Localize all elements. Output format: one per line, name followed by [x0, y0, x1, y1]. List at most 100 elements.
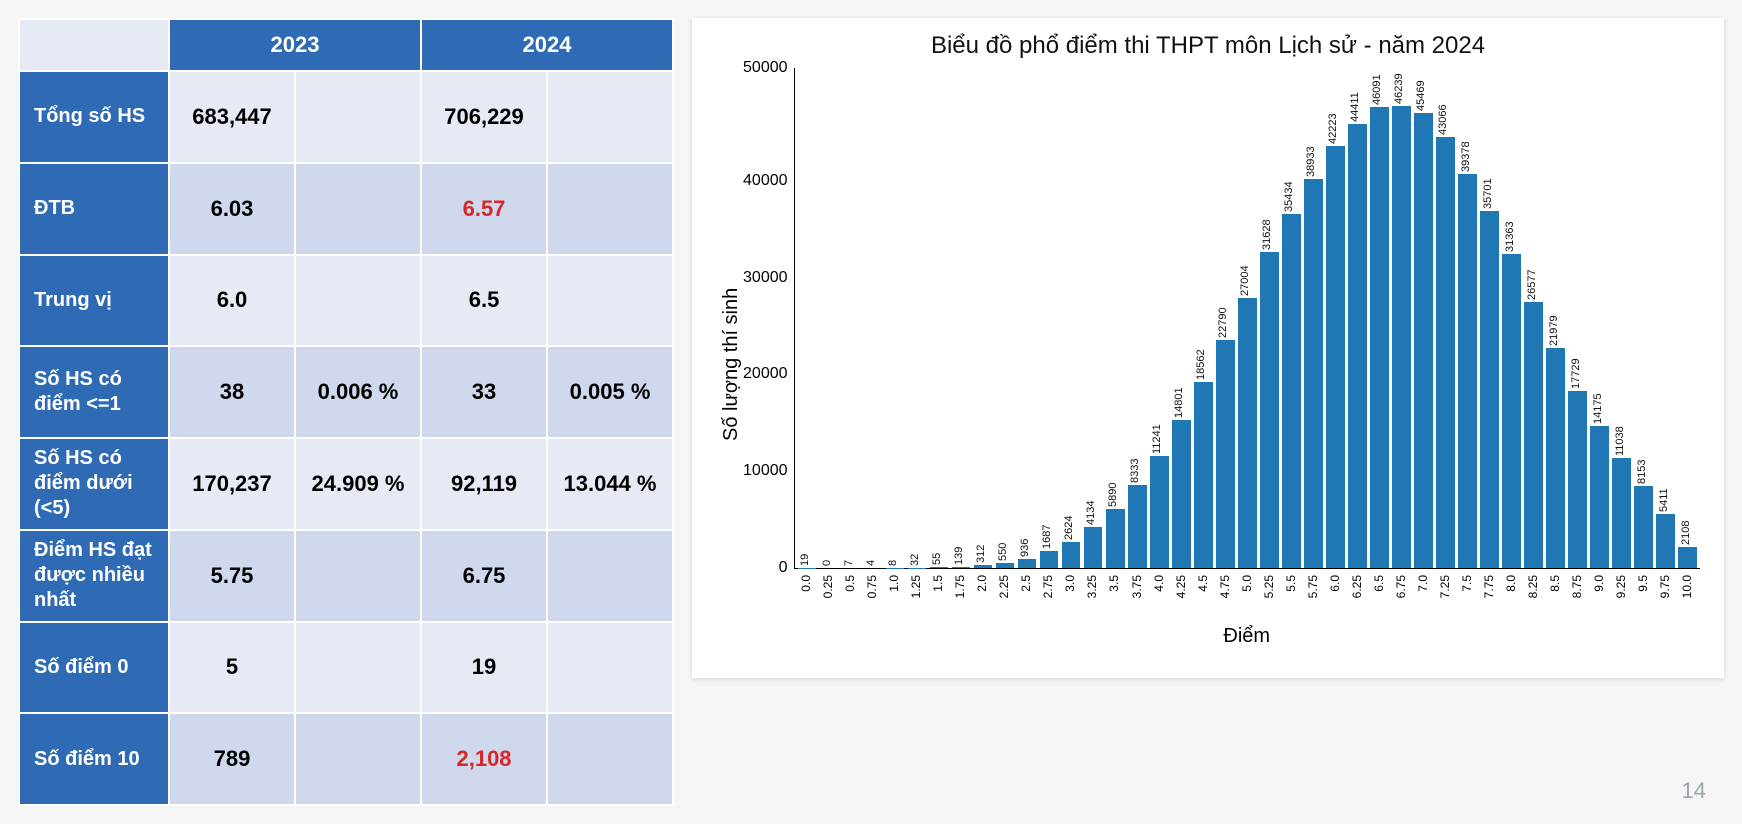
table-cell: 0.005 % — [547, 346, 673, 438]
table-cell — [295, 622, 421, 714]
bar-slot: 46239 — [1391, 68, 1412, 568]
table-row: Trung vị6.06.5 — [19, 255, 673, 347]
bar-value-label: 32 — [909, 553, 921, 565]
table-cell — [547, 255, 673, 347]
bar-value-label: 44411 — [1349, 92, 1361, 122]
bar-value-label: 2624 — [1063, 515, 1075, 539]
x-tick: 6.25 — [1350, 575, 1364, 598]
bar — [1414, 113, 1432, 568]
bar — [1062, 542, 1080, 568]
y-tick: 20000 — [743, 366, 788, 382]
bar-value-label: 312 — [975, 545, 987, 563]
x-tick: 3.75 — [1130, 575, 1144, 598]
table-cell: 6.57 — [421, 163, 547, 255]
x-tick: 4.25 — [1174, 575, 1188, 598]
bar — [1018, 559, 1036, 568]
bar-slot: 4134 — [1083, 68, 1104, 568]
x-tick: 6.5 — [1372, 575, 1386, 592]
row-label: Số điểm 0 — [19, 622, 169, 714]
bar — [1304, 179, 1322, 568]
bar — [1590, 426, 1608, 568]
bar-value-label: 2108 — [1680, 520, 1692, 544]
bar-value-label: 8153 — [1636, 460, 1648, 484]
x-tick: 2.25 — [997, 575, 1011, 598]
x-tick: 2.75 — [1041, 575, 1055, 598]
bar-value-label: 550 — [997, 542, 1009, 560]
bar-slot: 17729 — [1567, 68, 1588, 568]
bar-slot: 43066 — [1435, 68, 1456, 568]
table-cell: 706,229 — [421, 71, 547, 163]
bar-slot: 21979 — [1545, 68, 1566, 568]
table-row: Số HS có điểm <=1380.006 %330.005 % — [19, 346, 673, 438]
x-tick: 1.5 — [931, 575, 945, 592]
bar-value-label: 39378 — [1460, 142, 1472, 173]
row-label: Số điểm 10 — [19, 713, 169, 805]
table-cell: 5.75 — [169, 530, 295, 622]
table-cell: 38 — [169, 346, 295, 438]
bar-slot: 35434 — [1281, 68, 1302, 568]
x-tick: 5.75 — [1306, 575, 1320, 598]
x-tick: 6.75 — [1394, 575, 1408, 598]
row-label: Số HS có điểm dưới (<5) — [19, 438, 169, 530]
bar-value-label: 17729 — [1570, 358, 1582, 389]
bar-value-label: 7 — [843, 560, 855, 566]
bar — [1040, 551, 1058, 568]
stats-table: 2023 2024 Tổng số HS683,447706,229ĐTB6.0… — [18, 18, 674, 806]
table-cell: 19 — [421, 622, 547, 714]
x-tick: 0.5 — [843, 575, 857, 592]
bar-slot: 0 — [819, 68, 840, 568]
bar-slot: 42223 — [1325, 68, 1346, 568]
bar-value-label: 0 — [821, 560, 833, 566]
chart-title: Biểu đồ phổ điểm thi THPT môn Lịch sử - … — [716, 32, 1700, 60]
bar-slot: 39378 — [1457, 68, 1478, 568]
x-tick: 0.25 — [821, 575, 835, 598]
bar — [1546, 348, 1564, 568]
bar-value-label: 5411 — [1658, 488, 1670, 512]
bar-slot: 14801 — [1171, 68, 1192, 568]
bar-slot: 35701 — [1479, 68, 1500, 568]
x-tick: 9.75 — [1658, 575, 1672, 598]
bar — [1436, 137, 1454, 568]
x-tick: 3.25 — [1085, 575, 1099, 598]
bar-value-label: 45469 — [1415, 81, 1427, 112]
score-histogram: Biểu đồ phổ điểm thi THPT môn Lịch sử - … — [692, 18, 1724, 678]
table-row: ĐTB6.03 6.57 — [19, 163, 673, 255]
table-cell: 6.0 — [169, 255, 295, 347]
bar-value-label: 1687 — [1041, 525, 1053, 549]
bar-value-label: 11241 — [1151, 424, 1163, 454]
x-tick: 0.0 — [799, 575, 813, 592]
bar-slot: 312 — [973, 68, 994, 568]
bar-slot: 8153 — [1633, 68, 1654, 568]
bar-slot: 2624 — [1061, 68, 1082, 568]
table-cell: 683,447 — [169, 71, 295, 163]
y-axis-ticks: 50000400003000020000100000 — [743, 68, 794, 568]
bar-value-label: 5890 — [1107, 483, 1119, 507]
table-cell: 6.03 — [169, 163, 295, 255]
bar — [1216, 340, 1234, 568]
table-cell: 5 — [169, 622, 295, 714]
row-label: ĐTB — [19, 163, 169, 255]
bar — [1106, 509, 1124, 568]
bar-slot: 19 — [797, 68, 818, 568]
x-tick: 1.75 — [953, 575, 967, 598]
x-tick: 8.25 — [1526, 575, 1540, 598]
col-header-2024: 2024 — [421, 19, 673, 71]
bar-value-label: 22790 — [1217, 308, 1229, 339]
bar-value-label: 46239 — [1393, 73, 1405, 104]
bar-value-label: 11038 — [1614, 426, 1626, 456]
table-cell: 170,237 — [169, 438, 295, 530]
table-row: Số điểm 05 19 — [19, 622, 673, 714]
bar-slot: 22790 — [1215, 68, 1236, 568]
x-tick: 9.25 — [1614, 575, 1628, 598]
x-tick: 10.0 — [1680, 575, 1694, 598]
bar — [1524, 302, 1542, 568]
bar — [1128, 485, 1146, 568]
x-tick: 4.75 — [1218, 575, 1232, 598]
bar-value-label: 46091 — [1371, 75, 1383, 106]
table-cell: 2,108 — [421, 713, 547, 805]
bar — [1370, 107, 1388, 568]
table-cell — [547, 530, 673, 622]
table-cell — [295, 530, 421, 622]
table-row: Số điểm 107892,108 — [19, 713, 673, 805]
bar — [1458, 174, 1476, 568]
